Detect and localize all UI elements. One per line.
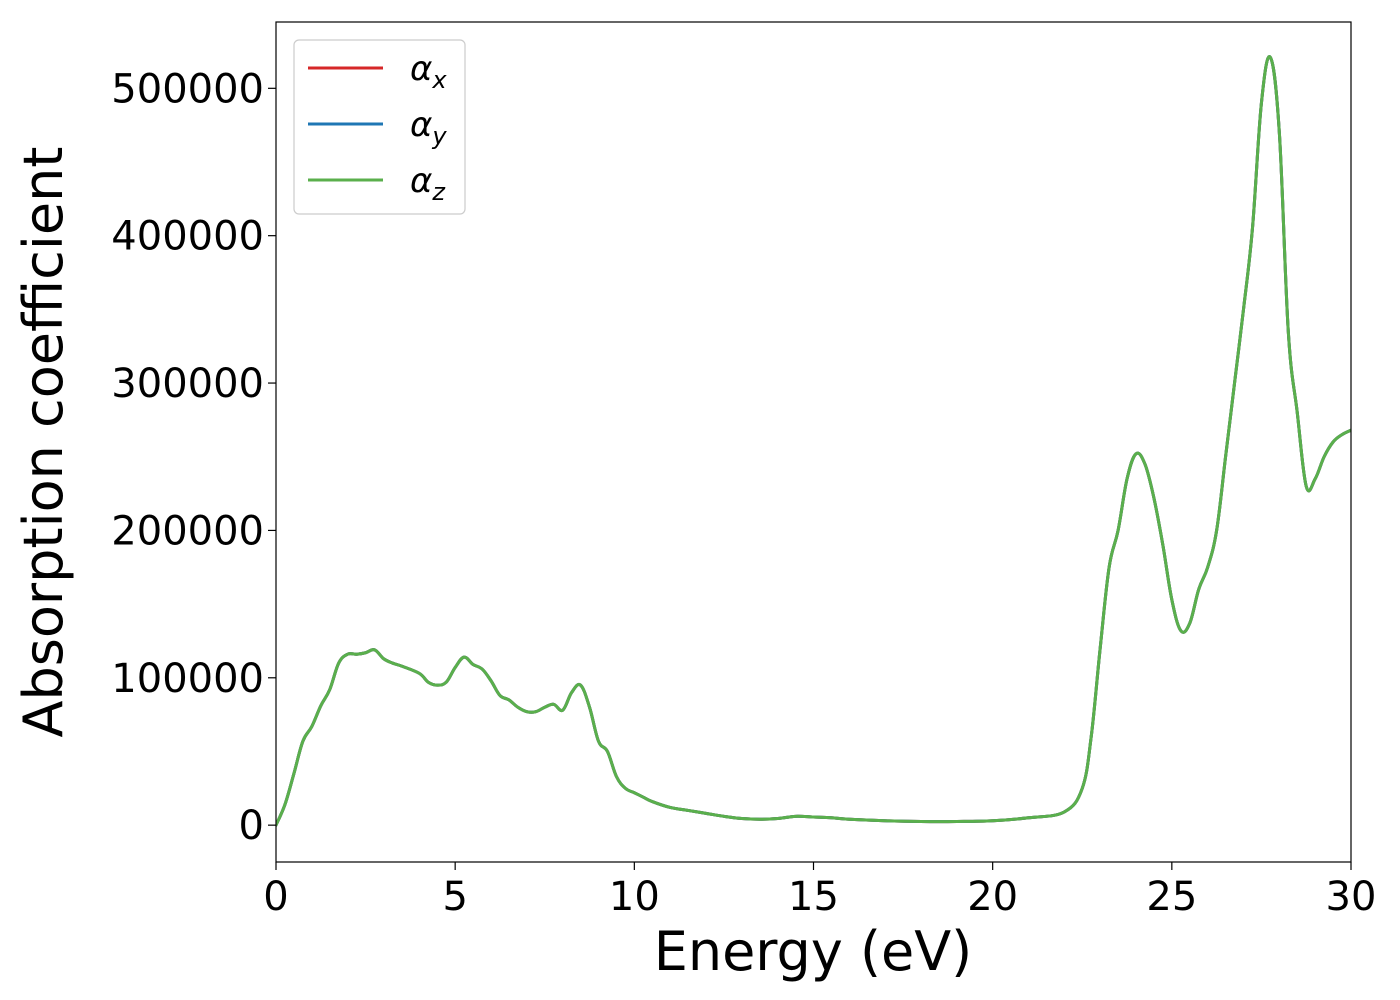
x-tick-label: 20: [967, 874, 1018, 920]
y-axis-title: Absorption coefficient: [12, 147, 75, 738]
x-tick-label: 30: [1326, 874, 1377, 920]
x-tick-label: 10: [609, 874, 660, 920]
series-line-3: [276, 55, 1351, 827]
x-axis-title: Energy (eV): [654, 920, 973, 983]
x-axis: 0 5 10 15 20 25 30: [263, 862, 1376, 920]
x-tick-label: 15: [788, 874, 839, 920]
legend-box: [293, 39, 466, 215]
y-tick-label: 200000: [111, 508, 264, 554]
series-layer: [276, 55, 1351, 827]
x-tick-label: 0: [263, 874, 288, 920]
y-tick-label: 400000: [111, 214, 264, 260]
y-tick-label: 0: [239, 803, 264, 849]
x-tick-label: 5: [442, 874, 467, 920]
y-tick-label: 100000: [111, 656, 264, 702]
y-tick-label: 300000: [111, 361, 264, 407]
y-axis: 0 100000 200000 300000 400000 500000: [111, 66, 276, 849]
y-tick-label: 500000: [111, 66, 264, 112]
x-tick-label: 25: [1146, 874, 1197, 920]
